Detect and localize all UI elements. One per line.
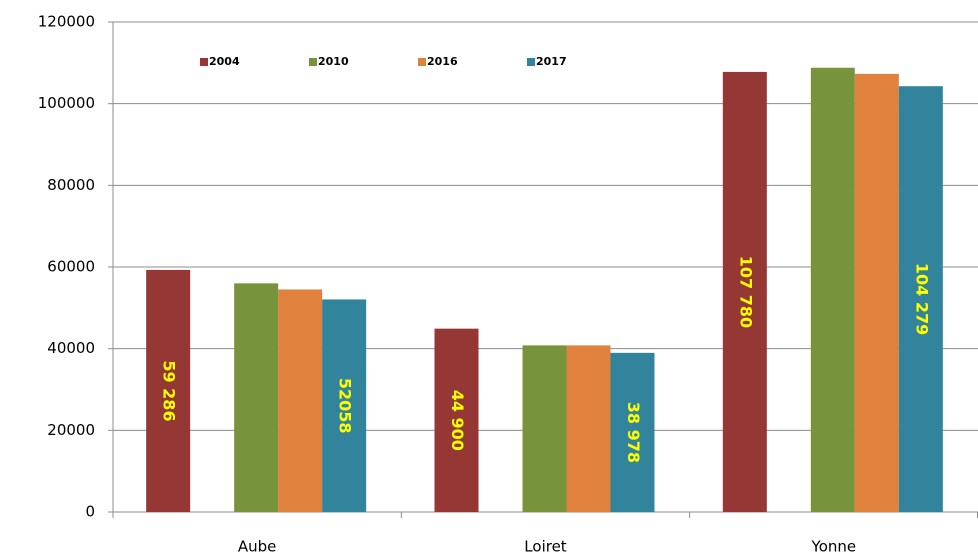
bar [610,352,655,512]
value-label: 107 780 [736,256,755,328]
value-label: 38 978 [624,402,643,463]
y-tick-label: 120000 [38,13,95,31]
bar [522,345,567,512]
y-tick-label: 40000 [47,339,95,357]
bar [434,328,479,512]
x-tick-label: Loiret [524,538,567,555]
x-tick-label: Aube [238,538,277,555]
legend-swatch [527,58,535,66]
value-label: 59 286 [160,360,179,421]
value-label: 44 900 [448,390,467,451]
legend-label: 2016 [427,55,458,68]
value-label: 104 279 [912,263,931,335]
bar [234,283,279,512]
bar [146,269,191,512]
legend-swatch [200,58,208,66]
x-tick-label: Yonne [811,538,857,555]
legend-label: 2017 [536,55,567,68]
value-label: 52058 [336,378,355,434]
legend-swatch [309,58,317,66]
y-tick-label: 0 [85,503,95,521]
bar [322,299,367,512]
bar [898,86,943,512]
bar [810,67,855,512]
legend-label: 2004 [209,55,240,68]
legend-label: 2010 [318,55,349,68]
bar [566,345,611,512]
y-tick-label: 60000 [47,258,95,276]
y-tick-label: 80000 [47,176,95,194]
bar [278,289,323,512]
legend-swatch [418,58,426,66]
y-tick-label: 20000 [47,421,95,439]
bar [722,71,767,513]
bar [854,73,899,512]
y-tick-label: 100000 [38,94,95,112]
